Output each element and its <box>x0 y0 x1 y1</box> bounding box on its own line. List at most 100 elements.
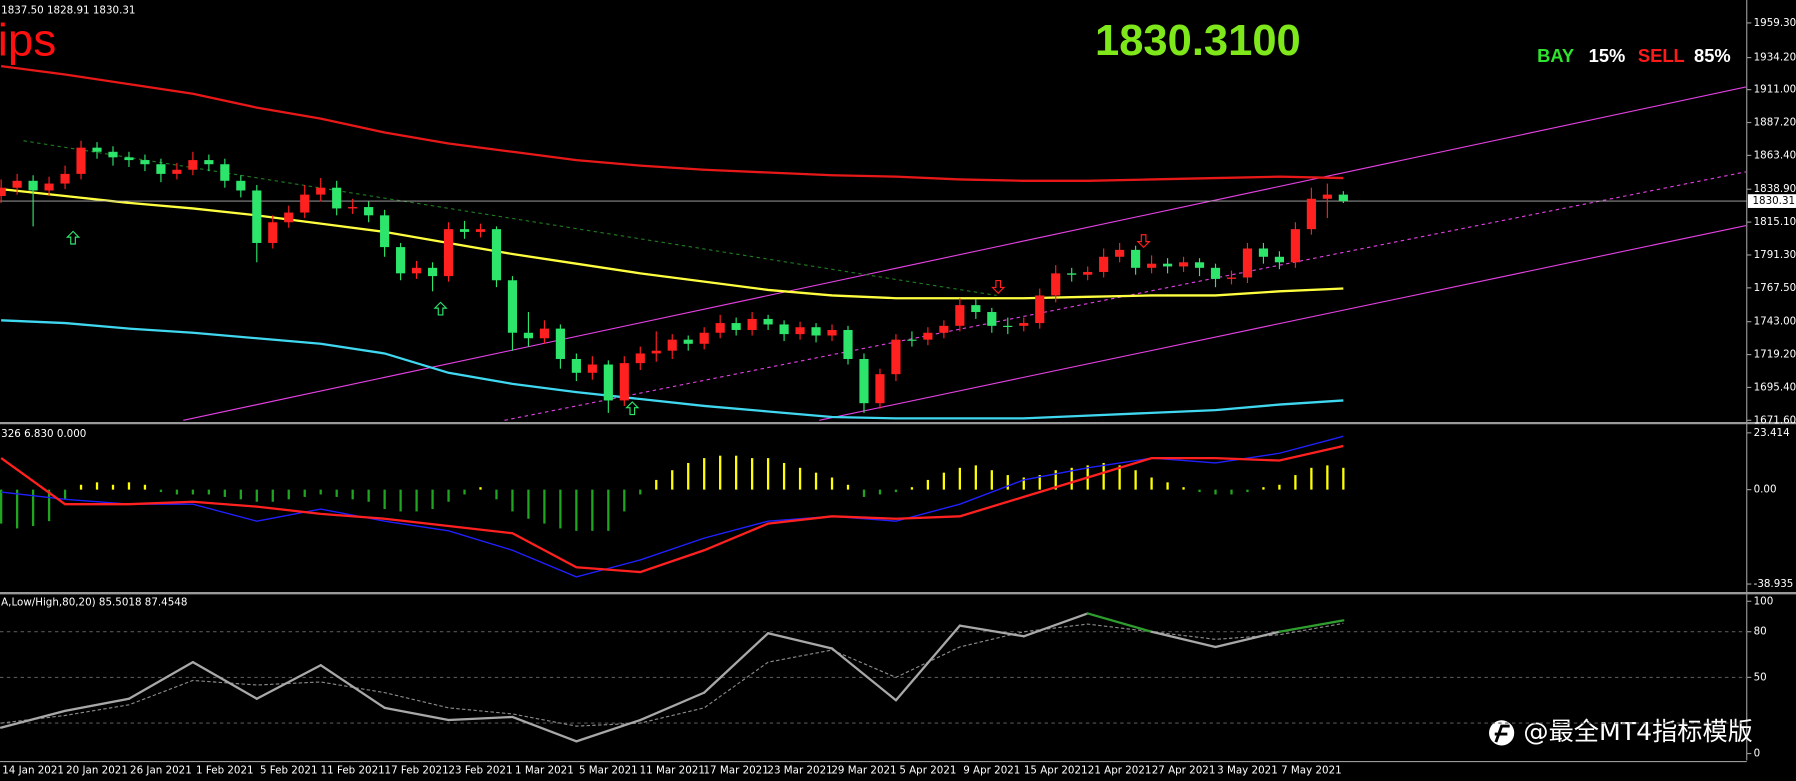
candle-body <box>1131 249 1141 268</box>
histogram-bar <box>303 489 306 497</box>
stochastic-segment <box>639 691 706 722</box>
histogram-bar <box>1342 467 1345 490</box>
histogram-bar <box>687 462 690 490</box>
signal-arrow <box>991 280 1006 295</box>
histogram-bar <box>1278 484 1281 490</box>
y-tick-label: 0.00 <box>1754 484 1777 496</box>
candle-body <box>795 327 805 335</box>
candle-body <box>92 147 102 152</box>
stochastic-segment <box>127 661 195 700</box>
x-tick-label: 17 Feb 2021 <box>385 765 449 777</box>
histogram-bar <box>287 489 290 500</box>
histogram-bar <box>958 467 961 490</box>
histogram-bar <box>335 489 338 497</box>
histogram-bar <box>719 455 722 490</box>
candle-body <box>923 332 933 340</box>
candle-body <box>1194 262 1205 268</box>
candle-body <box>1226 277 1237 279</box>
current-price-box <box>1747 194 1796 208</box>
candle-body <box>907 339 917 341</box>
candle-body <box>491 229 502 281</box>
macd-info: 326 6.830 0.000 <box>1 428 86 440</box>
histogram-bar <box>175 489 179 495</box>
candle-body <box>300 194 310 213</box>
candle-body <box>1242 248 1253 278</box>
stochastic-segment <box>1278 619 1345 633</box>
trend-line <box>23 140 997 297</box>
x-tick-label: 29 Mar 2021 <box>831 765 896 777</box>
histogram-bar <box>1150 477 1153 490</box>
histogram-bar <box>1214 489 1217 495</box>
histogram-bar <box>639 489 642 495</box>
macd-line <box>0 444 1344 574</box>
buy-percent: 15% <box>1589 45 1626 66</box>
candle-body <box>316 187 326 195</box>
candle-body <box>475 229 486 232</box>
stochastic-segment <box>383 706 450 722</box>
candle-body <box>731 323 741 330</box>
trend-line <box>183 86 1747 421</box>
stochastic-segment <box>0 709 67 729</box>
candle-body <box>523 332 534 339</box>
candle-body <box>571 358 581 373</box>
histogram-bar <box>671 470 674 490</box>
candle-body <box>971 305 981 313</box>
histogram-bar <box>95 482 99 490</box>
stochastic-segment <box>1022 612 1089 638</box>
candle-body <box>332 187 342 209</box>
histogram-bar <box>111 484 115 490</box>
candle-body <box>124 157 134 161</box>
y-tick-label: 1959.30 <box>1754 17 1796 29</box>
histogram-bar <box>798 467 802 490</box>
candle-body <box>779 324 789 335</box>
y-tick-label: 1934.20 <box>1754 52 1796 64</box>
y-tick-label: 1671.60 <box>1754 414 1796 426</box>
stochastic-segment <box>766 632 834 650</box>
x-tick-label: 3 May 2021 <box>1217 765 1278 777</box>
histogram-bar <box>878 489 882 495</box>
histogram-bar <box>271 489 274 502</box>
histogram-bar <box>750 458 754 490</box>
candle-body <box>651 350 661 354</box>
candle-body <box>1083 271 1093 275</box>
histogram-bar <box>591 489 594 531</box>
y-tick-label: 1767.50 <box>1754 282 1796 294</box>
candle-body <box>44 183 54 191</box>
candle-body <box>220 164 230 181</box>
stochastic-segment <box>830 647 898 702</box>
y-tick-label: 1815.10 <box>1754 216 1796 228</box>
y-tick-label: 1743.00 <box>1754 316 1796 328</box>
histogram-bar <box>575 489 578 531</box>
histogram-bar <box>1006 475 1009 490</box>
candle-body <box>28 180 38 191</box>
histogram-bar <box>239 489 242 500</box>
y-tick-label: 80 <box>1754 626 1767 638</box>
candle-body <box>396 247 406 274</box>
histogram-bar <box>159 489 163 493</box>
histogram-bar <box>463 489 466 495</box>
stochastic-segment <box>1214 630 1281 649</box>
candle-body <box>827 329 837 336</box>
candle-body <box>380 215 390 248</box>
candle-body <box>140 160 150 165</box>
histogram-bar <box>623 489 626 512</box>
histogram-bar <box>926 479 930 490</box>
signal-arrow <box>433 301 448 316</box>
candle-body <box>1003 325 1013 327</box>
candle-body <box>587 364 597 373</box>
signal-arrow <box>1136 234 1151 249</box>
histogram-bar <box>543 489 546 524</box>
y-tick-label: 23.414 <box>1754 427 1790 439</box>
stochastic-segment <box>703 632 770 694</box>
price-display: 1830.3100 <box>1095 17 1301 65</box>
candle-body <box>1322 194 1332 199</box>
histogram-bar <box>143 484 147 490</box>
stochastic-segment <box>575 718 642 743</box>
signal-arrow <box>625 401 640 416</box>
stochastic-segment <box>255 664 322 700</box>
x-tick-label: 14 Jan 2021 <box>2 765 64 777</box>
histogram-bar <box>127 482 131 490</box>
stochastic-segment <box>447 715 514 722</box>
x-tick-label: 20 Jan 2021 <box>66 765 128 777</box>
histogram-bar <box>782 462 786 490</box>
